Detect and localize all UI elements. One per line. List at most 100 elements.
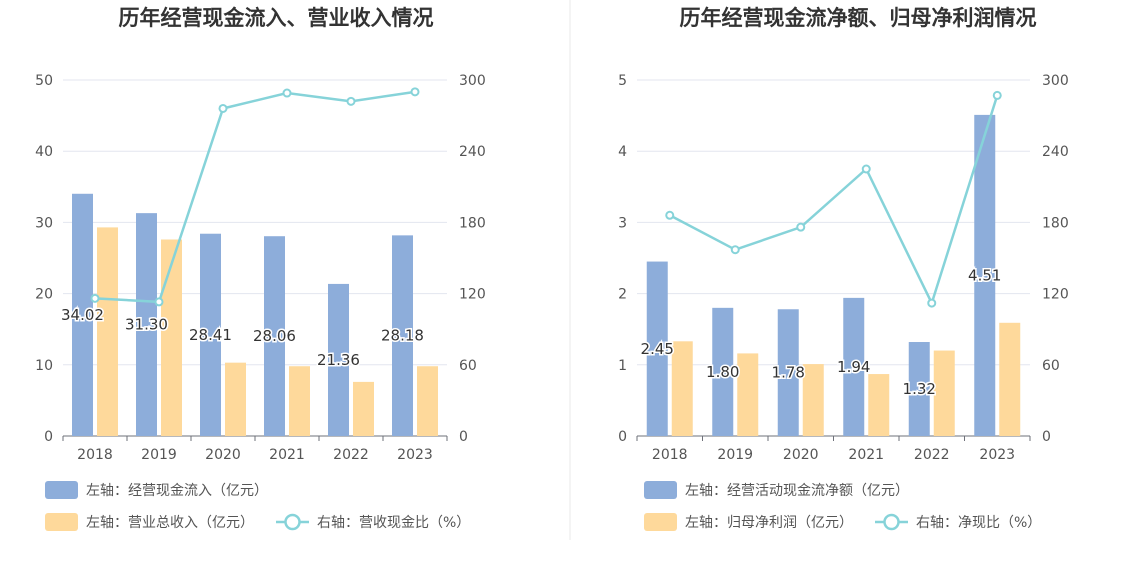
y-left-tick-label: 10 — [35, 358, 53, 374]
y-left-tick-label: 5 — [618, 73, 627, 89]
bar-left-series — [777, 309, 799, 436]
legend-label: 左轴：经营现金流入（亿元） — [86, 483, 268, 499]
legend-swatch-bar-left — [45, 481, 78, 499]
y-left-tick-label: 30 — [35, 215, 53, 231]
bar-data-label: 21.36 — [317, 351, 360, 369]
bar-left-series — [974, 114, 996, 436]
y-right-tick-label: 180 — [459, 215, 486, 231]
x-tick-label: 2020 — [783, 447, 819, 463]
legend-label: 右轴：营收现金比（%） — [317, 515, 470, 531]
y-right-tick-label: 240 — [1042, 144, 1069, 160]
chart-title: 历年经营现金流入、营业收入情况 — [119, 6, 434, 30]
legend-swatch-marker — [883, 513, 900, 531]
line-point — [730, 245, 740, 255]
y-right-tick-label: 300 — [459, 73, 486, 89]
bar-data-label: 2.45 — [641, 340, 674, 358]
y-left-tick-label: 20 — [35, 287, 53, 303]
line-point — [90, 293, 100, 303]
bar-right-series — [868, 374, 890, 436]
bar-right-series — [161, 239, 182, 436]
y-right-tick-label: 60 — [459, 358, 477, 374]
legend-label: 右轴：净现比（%） — [916, 515, 1041, 531]
bar-left-series — [712, 307, 734, 436]
y-right-tick-label: 0 — [1042, 429, 1051, 445]
x-tick-label: 2021 — [269, 447, 305, 463]
bar-data-label: 28.41 — [189, 326, 232, 344]
y-left-tick-label: 1 — [618, 358, 627, 374]
y-left-tick-label: 3 — [618, 215, 627, 231]
bar-left-series — [136, 213, 157, 436]
x-tick-label: 2023 — [397, 447, 433, 463]
x-tick-label: 2018 — [652, 447, 688, 463]
line-series — [94, 90, 416, 304]
line-point — [346, 96, 356, 106]
line-point — [282, 88, 292, 98]
y-right-tick-label: 300 — [1042, 73, 1069, 89]
line-point — [861, 164, 871, 174]
line-point — [665, 210, 675, 220]
bar-data-label: 1.94 — [837, 358, 870, 376]
bar-data-label: 1.32 — [903, 380, 936, 398]
x-tick-label: 2023 — [979, 447, 1015, 463]
y-right-tick-label: 120 — [459, 287, 486, 303]
bar-data-label: 28.18 — [381, 327, 424, 345]
y-left-tick-label: 0 — [618, 429, 627, 445]
x-tick-label: 2022 — [333, 447, 369, 463]
line-point — [154, 297, 164, 307]
y-left-tick-label: 4 — [618, 144, 627, 160]
bar-data-label: 28.06 — [253, 327, 296, 345]
y-right-tick-label: 240 — [459, 144, 486, 160]
y-right-tick-label: 180 — [1042, 215, 1069, 231]
legend-label: 左轴：营业总收入（亿元） — [86, 515, 254, 531]
legend-label: 左轴：经营活动现金流净额（亿元） — [685, 483, 909, 499]
x-tick-label: 2021 — [848, 447, 884, 463]
bar-data-label: 34.02 — [61, 306, 104, 324]
line-point — [992, 90, 1002, 100]
legend-swatch-bar-left — [644, 481, 677, 499]
y-right-tick-label: 0 — [459, 429, 468, 445]
bar-left-series — [264, 236, 285, 436]
bar-data-label: 1.78 — [772, 364, 805, 382]
bar-data-label: 1.80 — [706, 363, 739, 381]
bar-data-label: 31.30 — [125, 316, 168, 334]
legend-swatch-bar-right — [644, 513, 677, 531]
x-tick-label: 2019 — [141, 447, 177, 463]
bar-right-series — [353, 381, 374, 436]
line-point — [218, 103, 228, 113]
bar-right-series — [289, 366, 310, 436]
y-left-tick-label: 50 — [35, 73, 53, 89]
legend-label: 左轴：归母净利润（亿元） — [685, 514, 853, 531]
bar-left-series — [646, 261, 668, 436]
bar-right-series — [97, 227, 118, 436]
bar-right-series — [225, 362, 246, 436]
legend-swatch-marker — [284, 513, 301, 531]
bar-right-series — [933, 350, 955, 436]
bar-left-series — [200, 233, 221, 436]
y-left-tick-label: 0 — [44, 429, 53, 445]
x-tick-label: 2020 — [205, 447, 241, 463]
bar-right-series — [417, 366, 438, 436]
x-tick-label: 2022 — [914, 447, 950, 463]
x-tick-label: 2018 — [77, 447, 113, 463]
bar-right-series — [802, 364, 824, 436]
bar-left-series — [392, 235, 413, 436]
line-point — [927, 298, 937, 308]
bar-data-label: 4.51 — [968, 266, 1001, 284]
y-left-tick-label: 2 — [618, 287, 627, 303]
line-point — [796, 222, 806, 232]
bar-right-series — [737, 353, 759, 436]
bar-left-series — [328, 283, 349, 436]
bar-left-series — [908, 342, 930, 436]
y-right-tick-label: 120 — [1042, 287, 1069, 303]
bar-left-series — [72, 193, 93, 436]
bar-right-series — [999, 322, 1021, 436]
bar-right-series — [671, 341, 693, 436]
line-point — [410, 87, 420, 97]
legend-swatch-bar-right — [45, 513, 78, 531]
y-left-tick-label: 40 — [35, 144, 53, 160]
x-tick-label: 2019 — [717, 447, 753, 463]
y-right-tick-label: 60 — [1042, 358, 1060, 374]
chart-title: 历年经营现金流净额、归母净利润情况 — [680, 6, 1037, 30]
